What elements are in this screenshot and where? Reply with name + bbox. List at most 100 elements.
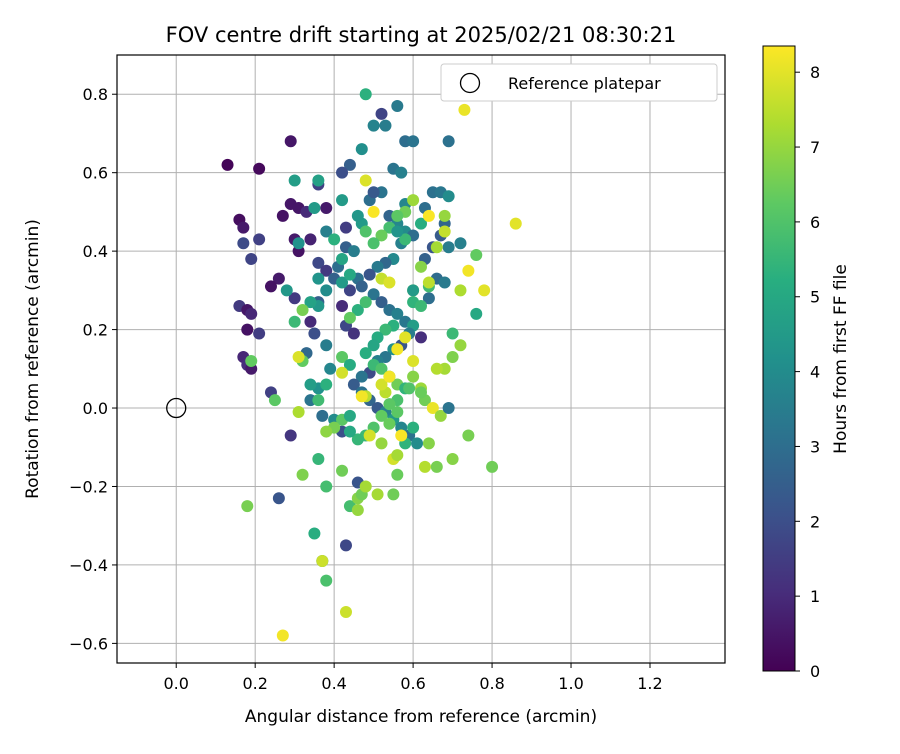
data-point [343,358,356,371]
data-point [462,429,475,442]
data-point [276,629,289,642]
data-point [407,284,420,297]
data-point [430,460,443,473]
data-point [308,527,321,540]
data-point [284,135,297,148]
data-point [438,209,451,222]
data-point [241,323,254,336]
data-point [336,166,349,179]
data-point [415,331,427,344]
data-point [288,315,301,328]
data-point [391,343,404,356]
data-point [454,284,467,297]
data-point [336,252,349,265]
data-point [343,158,356,171]
data-point [395,166,408,179]
data-point [418,460,431,473]
data-point [486,460,499,473]
data-point [359,296,372,309]
data-point [320,264,333,277]
data-point [304,315,317,328]
data-point [379,119,392,132]
data-point [253,233,266,246]
data-point [411,437,424,450]
data-point [375,229,388,242]
data-point [367,119,380,132]
data-point [375,437,388,450]
x-tick-label: 0.0 [163,674,188,693]
data-point [359,347,372,360]
data-point [509,217,522,230]
data-point [347,245,360,258]
data-point [304,233,317,246]
data-point [367,339,380,352]
data-point [245,354,258,367]
data-point [336,464,349,477]
data-point [320,225,333,238]
data-point [336,366,349,379]
colorbar-tick-label: 1 [810,587,820,606]
data-point [367,205,380,218]
data-point [438,276,451,289]
data-point [359,88,372,101]
data-point [328,233,341,246]
data-point [367,237,380,250]
data-point [446,453,459,466]
data-point [312,453,325,466]
data-point [399,233,412,246]
data-point [391,99,404,112]
colorbar-tick-label: 3 [810,437,820,456]
data-point [458,103,471,116]
legend-box [440,63,718,102]
data-point [363,268,376,281]
data-point [430,362,443,375]
colorbar-tick-label: 6 [810,213,820,232]
y-axis-label: Rotation from reference (arcmin) [23,219,43,499]
data-point [379,323,392,336]
data-point [288,174,301,187]
data-point [241,500,254,513]
data-point [387,488,400,501]
data-point [371,488,384,501]
data-point [316,409,329,422]
data-points [221,88,522,642]
colorbar-gradient [762,45,796,672]
data-point [245,252,258,265]
data-point [292,405,305,418]
data-point [442,190,455,203]
data-point [343,409,356,422]
colorbar-tick-label: 5 [810,288,820,307]
data-point [422,276,435,289]
y-tick-label: −0.4 [69,556,108,575]
data-point [391,209,404,222]
data-point [399,331,412,344]
data-point [470,307,483,320]
data-point [296,303,309,316]
data-point [336,276,349,289]
data-point [339,539,352,552]
data-point [347,327,360,340]
data-point [351,303,364,316]
plot-frame [116,54,726,664]
data-point [430,241,443,254]
data-point [422,209,435,222]
grid-lines [117,55,725,663]
reference-platepar-marker [166,397,187,419]
data-point [320,480,333,493]
data-point [395,429,408,442]
data-point [351,433,364,446]
x-tick-label: 0.4 [321,674,346,693]
data-point [375,378,388,391]
data-point [308,327,321,340]
data-point [355,143,368,156]
data-point [320,425,333,438]
chart-title: FOV centre drift starting at 2025/02/21 … [166,23,677,47]
data-point [355,370,368,383]
data-point [320,339,333,352]
data-point [442,402,455,415]
data-point [422,437,435,450]
data-point [359,225,372,238]
data-point [245,307,258,320]
data-point [446,351,459,364]
data-point [312,272,325,285]
